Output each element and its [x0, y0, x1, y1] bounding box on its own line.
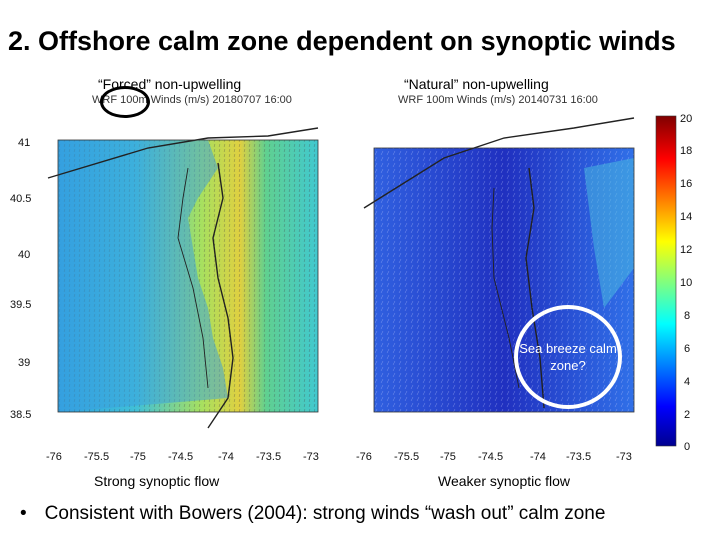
left-x-tick: -75: [130, 451, 146, 460]
right-x-tick: -74.5: [478, 451, 503, 460]
right-x-tick: -75.5: [394, 451, 419, 460]
left-x-tick: -74.5: [168, 451, 193, 460]
left-y-tick: 41: [18, 137, 30, 149]
colorbar-tick: 10: [680, 277, 692, 289]
right-x-tick: -75: [440, 451, 456, 460]
right-x-tick: -74: [530, 451, 546, 460]
right-x-tick: -73: [616, 451, 632, 460]
left-x-tick: -73: [303, 451, 319, 460]
sea-breeze-callout: Sea breeze calm zone?: [514, 305, 622, 409]
colorbar: 20 18 16 14 12 10 8 6 4 2 0: [652, 112, 712, 453]
colorbar-tick: 14: [680, 211, 692, 223]
colorbar-tick: 4: [684, 376, 690, 388]
left-y-tick: 39: [18, 357, 30, 369]
left-y-tick: 40.5: [10, 193, 31, 205]
left-y-tick: 40: [18, 249, 30, 261]
left-y-tick: 39.5: [10, 299, 31, 311]
left-x-tick: -75.5: [84, 451, 109, 460]
emphasis-oval: [100, 86, 150, 118]
colorbar-tick: 6: [684, 343, 690, 355]
colorbar-tick: 0: [684, 441, 690, 452]
callout-text: Sea breeze calm zone?: [519, 341, 617, 373]
left-x-tick: -76: [46, 451, 62, 460]
slide-title: 2. Offshore calm zone dependent on synop…: [8, 26, 676, 56]
right-x-tick: -76: [356, 451, 372, 460]
colorbar-tick: 18: [680, 145, 692, 157]
colorbar-tick: 8: [684, 310, 690, 322]
right-x-tick: -73.5: [566, 451, 591, 460]
bullet-row: • Consistent with Bowers (2004): strong w…: [20, 503, 605, 525]
right-panel-title: “Natural” non-upwelling: [404, 76, 549, 92]
colorbar-tick: 2: [684, 409, 690, 421]
bullet-marker: •: [20, 503, 27, 524]
right-map-header: WRF 100m Winds (m/s) 20140731 16:00: [398, 94, 598, 106]
left-x-tick: -73.5: [256, 451, 281, 460]
left-wind-map: 41 40.5 40 39.5 39 38.5 -76 -75.5 -75 -7…: [8, 108, 328, 460]
left-y-tick: 38.5: [10, 409, 31, 421]
left-x-tick: -74: [218, 451, 234, 460]
colorbar-tick: 20: [680, 113, 692, 125]
bullet-text: Consistent with Bowers (2004): strong wi…: [44, 503, 606, 524]
colorbar-tick: 16: [680, 178, 692, 190]
right-caption: Weaker synoptic flow: [438, 473, 571, 489]
colorbar-tick: 12: [680, 244, 692, 256]
left-caption: Strong synoptic flow: [94, 473, 220, 489]
